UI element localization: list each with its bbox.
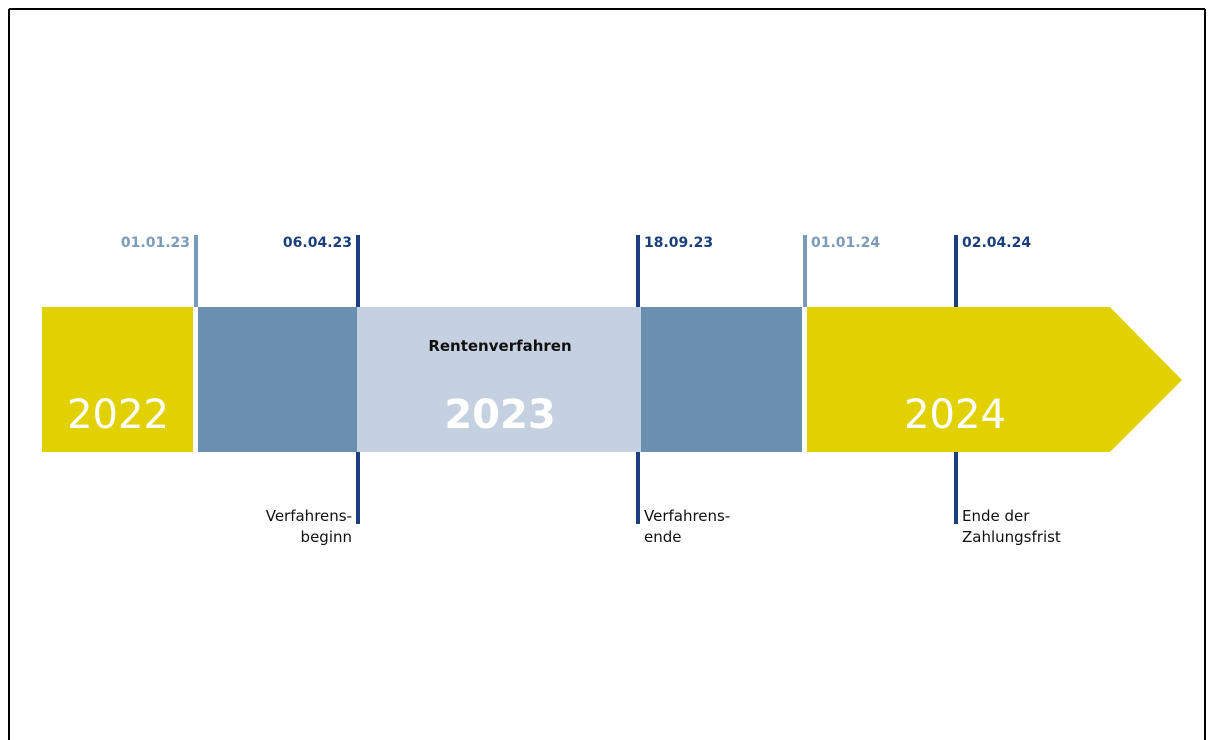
date-label: 02.04.24 bbox=[962, 235, 1031, 251]
event-label: Verfahrens- bbox=[266, 507, 352, 525]
event-label: Zahlungsfrist bbox=[962, 528, 1061, 546]
segment-pre bbox=[198, 307, 357, 452]
phase-label: Rentenverfahren bbox=[428, 337, 571, 355]
segment-2022 bbox=[42, 307, 193, 452]
markers bbox=[194, 235, 958, 524]
year-label: 2024 bbox=[904, 392, 1006, 438]
frame bbox=[8, 8, 1206, 740]
event-label: Verfahrens- bbox=[644, 507, 730, 525]
date-label: 01.01.23 bbox=[121, 235, 190, 251]
event-label: beginn bbox=[301, 528, 352, 546]
event-label: ende bbox=[644, 528, 682, 546]
year-label: 2023 bbox=[444, 392, 555, 438]
date-label: 06.04.23 bbox=[283, 235, 352, 251]
date-label: 18.09.23 bbox=[644, 235, 713, 251]
segment-phase bbox=[357, 307, 641, 452]
year-label: 2022 bbox=[67, 392, 169, 438]
segment-2024-arrow bbox=[807, 307, 1182, 452]
date-label: 01.01.24 bbox=[811, 235, 880, 251]
event-label: Ende der bbox=[962, 507, 1030, 525]
segment-post bbox=[641, 307, 802, 452]
